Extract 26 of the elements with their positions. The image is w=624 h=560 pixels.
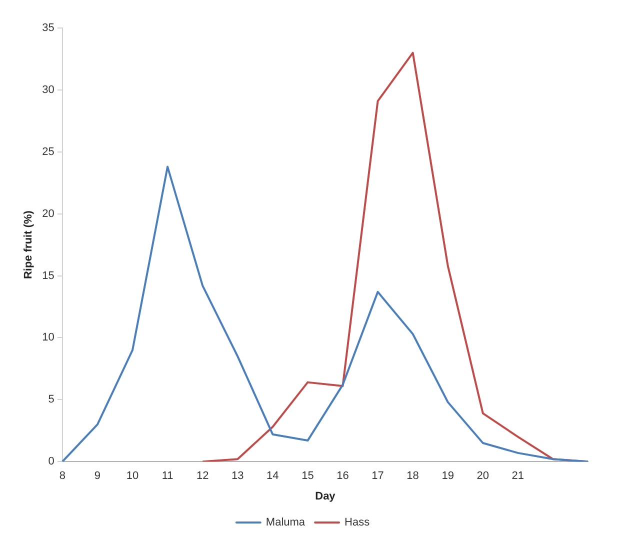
- y-tick-label: 35: [42, 22, 54, 34]
- x-tick-label: 8: [59, 470, 66, 482]
- y-tick-label: 15: [42, 270, 54, 282]
- x-tick-label: 18: [406, 470, 419, 482]
- y-tick-label: 5: [48, 394, 54, 406]
- y-axis-title: Ripe fruit (%): [22, 210, 35, 280]
- x-tick-label: 15: [302, 470, 314, 482]
- legend-label: Hass: [344, 516, 370, 529]
- legend-label: Maluma: [266, 516, 306, 529]
- x-axis-title: Day: [315, 490, 336, 502]
- x-tick-label: 16: [336, 470, 349, 482]
- x-tick-label: 21: [512, 470, 524, 482]
- x-tick-label: 11: [162, 470, 174, 482]
- x-tick-label: 12: [196, 470, 209, 482]
- y-tick-label: 25: [42, 146, 54, 158]
- x-tick-label: 10: [126, 470, 139, 482]
- x-tick-label: 20: [476, 470, 490, 482]
- x-tick-label: 14: [266, 470, 279, 482]
- x-tick-label: 17: [372, 470, 384, 482]
- x-tick-label: 19: [442, 470, 454, 482]
- y-tick-label: 30: [42, 84, 54, 96]
- y-tick-label: 10: [42, 332, 54, 344]
- x-tick-label: 9: [94, 470, 101, 482]
- x-tick-label: 13: [232, 470, 244, 482]
- y-tick-label: 20: [42, 208, 54, 220]
- y-tick-label: 0: [48, 456, 54, 468]
